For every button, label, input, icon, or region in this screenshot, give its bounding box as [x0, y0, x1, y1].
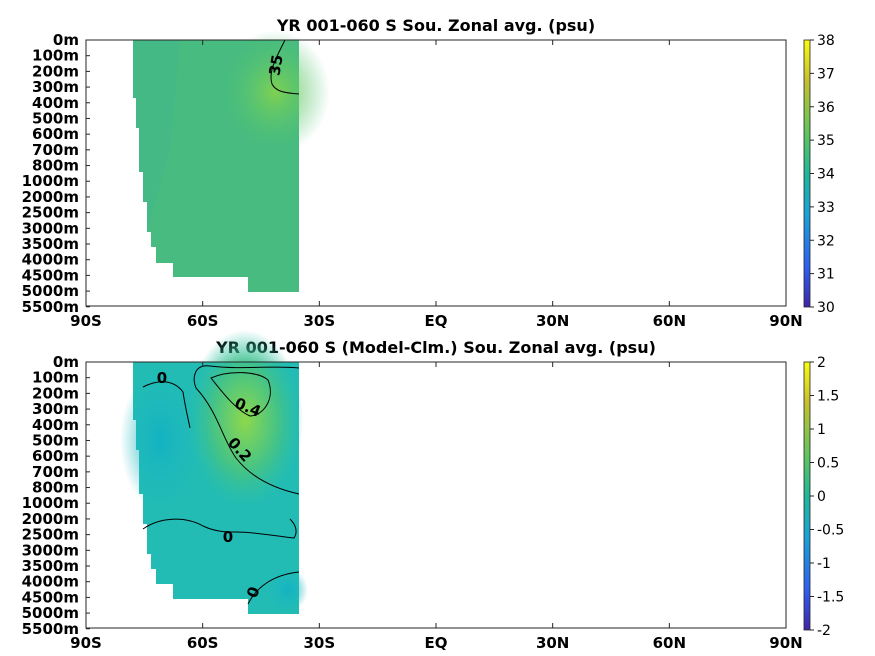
y-tick-label: 700m [32, 463, 79, 481]
colorbar-ticks-top: 38 37 36 35 34 33 32 31 30 [810, 33, 835, 316]
x-axis-top: 90S 60S 30S EQ 30N 60N 90N [70, 40, 803, 330]
colorbar-bottom [803, 361, 811, 631]
x-tick-label: EQ [425, 312, 448, 330]
y-tick-label: 800m [32, 157, 79, 175]
x-tick-label: 60N [653, 312, 686, 330]
colorbar-tick-label: 1 [817, 422, 826, 438]
colorbar-tick-label: 30 [817, 300, 835, 316]
colorbar-tick-label: -2 [817, 623, 831, 639]
colorbar-tick-label: 36 [817, 100, 835, 116]
y-tick-label: 4500m [22, 266, 79, 284]
y-tick-label: 5000m [22, 282, 79, 300]
contour-label-0-middle: 0 [223, 528, 233, 546]
y-tick-label: 500m [32, 109, 79, 127]
y-tick-label: 5500m [22, 298, 79, 316]
x-tick-label: 60N [653, 634, 686, 652]
y-tick-label: 2500m [22, 204, 79, 222]
y-tick-label: 2000m [22, 510, 79, 528]
colorbar-tick-label: 37 [817, 66, 835, 82]
colorbar-tick-label: -1 [817, 556, 831, 572]
x-axis-bottom: 90S 60S 30S EQ 30N 60N 90N [70, 362, 803, 652]
colorbar-tick-label: 33 [817, 200, 835, 216]
y-tick-label: 300m [32, 400, 79, 418]
y-tick-label: 3500m [22, 557, 79, 575]
colorbar-ticks-bottom: 2 1.5 1 0.5 0 -0.5 -1 -1.5 -2 [810, 355, 844, 639]
contour-label-35: 35 [265, 53, 286, 77]
x-tick-label: 30N [536, 312, 569, 330]
y-tick-label: 0m [53, 353, 79, 371]
y-tick-label: 3500m [22, 235, 79, 253]
y-tick-label: 400m [32, 94, 79, 112]
x-tick-label: 90N [769, 634, 802, 652]
colorbar-tick-label: 0.5 [817, 456, 839, 472]
x-tick-label: 90S [70, 312, 102, 330]
x-tick-label: 90N [769, 312, 802, 330]
y-tick-label: 1000m [22, 172, 79, 190]
colorbar-tick-label: 35 [817, 133, 835, 149]
y-tick-label: 200m [32, 62, 79, 80]
y-tick-label: 2000m [22, 188, 79, 206]
y-tick-label: 4000m [22, 573, 79, 591]
y-tick-label: 400m [32, 416, 79, 434]
y-tick-label: 4500m [22, 588, 79, 606]
y-axis-bottom: 0m100m200m300m400m500m600m700m800m1000m2… [22, 353, 90, 638]
chart-title-top: YR 001-060 S Sou. Zonal avg. (psu) [276, 16, 595, 35]
colorbar-tick-label: -0.5 [817, 523, 844, 539]
x-tick-label: 60S [187, 312, 219, 330]
y-tick-label: 600m [32, 125, 79, 143]
x-tick-label: 30S [303, 634, 335, 652]
x-tick-label: EQ [425, 634, 448, 652]
colorbar-tick-label: 2 [817, 355, 826, 371]
y-tick-label: 800m [32, 479, 79, 497]
y-tick-label: 1000m [22, 494, 79, 512]
y-tick-label: 200m [32, 384, 79, 402]
x-tick-label: 90S [70, 634, 102, 652]
colorbar-tick-label: 32 [817, 233, 835, 249]
panel-mean-salinity: YR 001-060 S Sou. Zonal avg. (psu) 35 90… [22, 16, 835, 330]
y-axis-top: 0m100m200m300m400m500m600m700m800m1000m2… [22, 31, 90, 316]
colorbar-tick-label: 34 [817, 167, 835, 183]
y-tick-label: 3000m [22, 541, 79, 559]
y-tick-label: 3000m [22, 219, 79, 237]
y-tick-label: 0m [53, 31, 79, 49]
y-tick-label: 300m [32, 78, 79, 96]
colorbar-tick-label: -1.5 [817, 590, 844, 606]
salinity-field-top: 35 [133, 30, 330, 292]
contour-label-0-upper: 0 [157, 369, 167, 387]
y-tick-label: 600m [32, 447, 79, 465]
colorbar-tick-label: 0 [817, 489, 826, 505]
x-tick-label: 30N [536, 634, 569, 652]
y-tick-label: 2500m [22, 526, 79, 544]
x-tick-label: 60S [187, 634, 219, 652]
y-tick-label: 5500m [22, 620, 79, 638]
x-tick-label: 30S [303, 312, 335, 330]
colorbar-top [803, 39, 811, 308]
colorbar-tick-label: 31 [817, 267, 835, 283]
colorbar-tick-label: 1.5 [817, 389, 839, 405]
y-tick-label: 5000m [22, 604, 79, 622]
y-tick-label: 100m [32, 47, 79, 65]
panel-model-minus-climatology: YR 001-060 S (Model-Clm.) Sou. Zonal avg… [22, 330, 844, 652]
y-tick-label: 100m [32, 369, 79, 387]
salinity-difference-field: 0 0.4 0.2 0 0 [120, 330, 308, 614]
chart-title-bottom: YR 001-060 S (Model-Clm.) Sou. Zonal avg… [215, 338, 656, 357]
y-tick-label: 500m [32, 431, 79, 449]
colorbar-tick-label: 38 [817, 33, 835, 49]
y-tick-label: 700m [32, 141, 79, 159]
y-tick-label: 4000m [22, 251, 79, 269]
